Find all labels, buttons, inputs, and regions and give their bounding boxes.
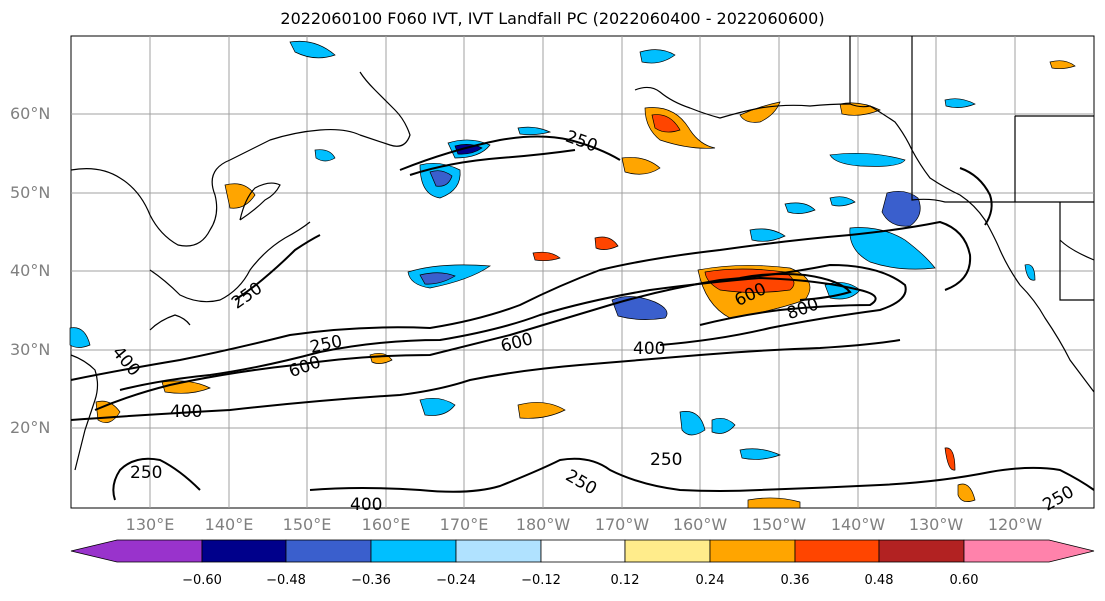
orange-patch bbox=[1049, 60, 1076, 70]
blue-patch bbox=[829, 196, 856, 207]
contour-250-sw bbox=[112, 457, 201, 501]
orange-patch bbox=[621, 157, 661, 175]
colorbar-tick-label: 0.60 bbox=[949, 573, 979, 588]
blue-patch bbox=[454, 144, 483, 155]
lon-label: 150°E bbox=[282, 515, 332, 534]
colorbar-tick-label: −0.48 bbox=[266, 573, 306, 588]
colorbar-tick-label: −0.60 bbox=[182, 573, 222, 588]
red-patch bbox=[594, 236, 619, 250]
lat-label: 60°N bbox=[10, 104, 51, 123]
colorbar-tick-label: −0.12 bbox=[521, 573, 561, 588]
contour-250-north bbox=[399, 135, 621, 171]
map-title: 2022060100 F060 IVT, IVT Landfall PC (20… bbox=[280, 9, 825, 28]
contour-250-south bbox=[70, 339, 901, 421]
colorbar-tick-label: 0.24 bbox=[695, 573, 725, 588]
blue-patch bbox=[829, 152, 906, 167]
lon-label: 140°W bbox=[830, 515, 886, 534]
lat-label: 50°N bbox=[10, 183, 51, 202]
kamchatka bbox=[359, 71, 411, 147]
contour-label: 250 bbox=[650, 450, 682, 470]
colorbar bbox=[70, 539, 1095, 563]
contour-250-japan bbox=[234, 234, 321, 301]
blue-patch bbox=[69, 327, 91, 348]
contour-800 bbox=[739, 273, 852, 301]
contour-400 bbox=[94, 263, 907, 411]
colorbar-extend-low bbox=[70, 539, 203, 563]
alaska-coast bbox=[634, 86, 851, 119]
orange-patch bbox=[747, 497, 801, 509]
contour-250 bbox=[70, 220, 972, 381]
lon-label: 120°W bbox=[987, 515, 1043, 534]
colorbar-tick-label: −0.24 bbox=[436, 573, 476, 588]
red-patch bbox=[944, 447, 956, 471]
lon-label: 160°E bbox=[361, 515, 411, 534]
blue-patch bbox=[639, 49, 676, 64]
orange-patch bbox=[957, 483, 976, 502]
china-coast bbox=[70, 354, 99, 471]
blue-patch bbox=[517, 126, 552, 136]
colorbar-tick-label: −0.36 bbox=[351, 573, 391, 588]
coastlines bbox=[70, 36, 1095, 471]
blue-patch bbox=[419, 272, 456, 285]
contour-250-coast bbox=[959, 167, 993, 226]
colorbar-tick-label: 0.36 bbox=[780, 573, 810, 588]
lon-label: 180°W bbox=[515, 515, 571, 534]
border bbox=[911, 36, 1094, 203]
lon-label: 170°W bbox=[594, 515, 650, 534]
contour-label: 400 bbox=[350, 495, 382, 515]
orange-patch bbox=[517, 402, 566, 419]
blue-patch bbox=[784, 202, 816, 214]
contour-label: 250 bbox=[130, 463, 162, 483]
blue-patch bbox=[419, 398, 456, 416]
na-coast bbox=[849, 36, 1095, 393]
lon-label: 140°E bbox=[204, 515, 254, 534]
lat-label: 20°N bbox=[10, 418, 51, 437]
map-frame bbox=[70, 35, 1095, 509]
hokkaido bbox=[239, 182, 281, 221]
blue-patch bbox=[711, 418, 736, 434]
contour-north-inner bbox=[409, 149, 576, 176]
lon-label: 130°E bbox=[125, 515, 175, 534]
blue-patch bbox=[944, 98, 976, 108]
contour-label: 400 bbox=[633, 339, 665, 359]
contour-label: 400 bbox=[170, 402, 202, 422]
lat-label: 30°N bbox=[10, 340, 51, 359]
colorbar-tick-label: 0.48 bbox=[864, 573, 894, 588]
border bbox=[1059, 202, 1095, 301]
contour-600 bbox=[119, 276, 877, 391]
border bbox=[1014, 115, 1094, 202]
red-patch bbox=[532, 251, 561, 262]
blue-patch bbox=[849, 227, 936, 270]
asia-coast bbox=[70, 128, 361, 247]
blue-patch bbox=[679, 411, 706, 436]
blue-patch bbox=[429, 170, 453, 187]
colorbar-tick-label: 0.12 bbox=[610, 573, 640, 588]
orange-patch bbox=[224, 183, 256, 209]
contour-south bbox=[309, 457, 1095, 493]
blue-patch bbox=[289, 40, 336, 59]
colorbar-extend-high bbox=[963, 539, 1095, 563]
blue-patch bbox=[749, 228, 786, 242]
blue-patch bbox=[881, 191, 921, 227]
blue-patch bbox=[314, 149, 336, 162]
contours bbox=[70, 135, 1095, 501]
korea bbox=[149, 314, 191, 331]
lon-label: 160°W bbox=[672, 515, 728, 534]
lat-label: 40°N bbox=[10, 261, 51, 280]
lon-label: 150°W bbox=[751, 515, 807, 534]
blue-patch bbox=[739, 448, 781, 460]
red-patch bbox=[651, 114, 681, 133]
lon-label: 130°W bbox=[908, 515, 964, 534]
blue-patch bbox=[611, 296, 668, 320]
japan-coast bbox=[149, 221, 311, 303]
lon-label: 170°E bbox=[439, 515, 489, 534]
blue-patch bbox=[1024, 264, 1036, 281]
